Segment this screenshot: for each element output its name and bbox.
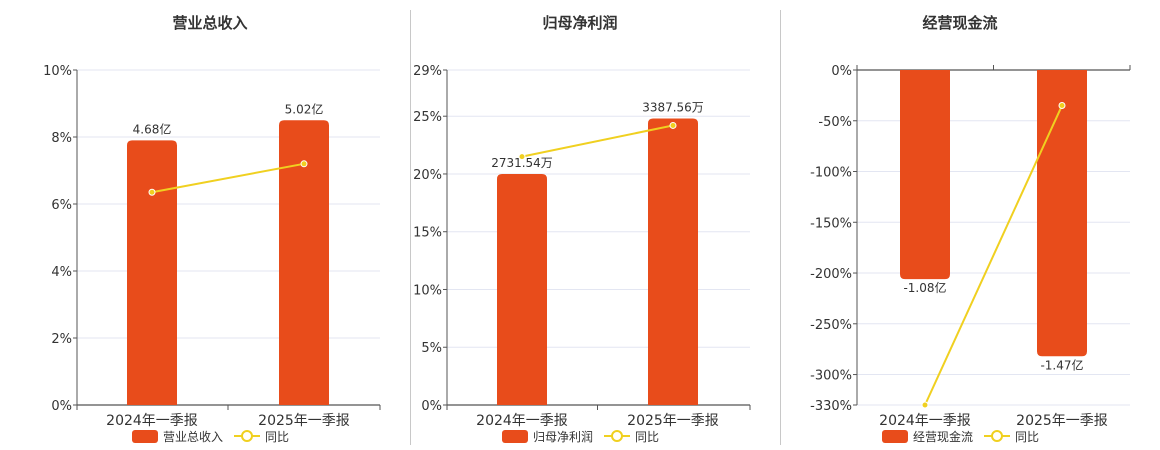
bar-data-label: 5.02亿 (285, 101, 324, 116)
y-tick-label: -100% (810, 166, 852, 181)
y-tick-label: 8% (51, 131, 72, 146)
y-tick-label: -150% (810, 216, 852, 231)
y-tick-label: -330% (810, 399, 852, 414)
y-tick-label: 4% (51, 265, 72, 280)
yoy-line (151, 162, 305, 194)
y-tick-label: 0% (831, 64, 852, 79)
panel-divider (780, 10, 781, 445)
x-category-label: 2025年一季报 (627, 413, 719, 429)
yoy-point (148, 188, 156, 196)
bar-data-label: 3387.56万 (642, 101, 704, 115)
legend-line-marker (611, 430, 623, 442)
legend-line-marker (241, 430, 253, 442)
chart-title: 营业总收入 (172, 14, 247, 32)
bar (279, 120, 329, 405)
x-category-label: 2025年一季报 (1016, 413, 1108, 429)
y-tick-label: 29% (413, 64, 442, 79)
legend-bar-label: 归母净利润 (533, 430, 593, 444)
y-tick-label: 15% (413, 226, 442, 241)
bar-data-label: 2731.54万 (491, 156, 553, 170)
y-tick-label: 2% (51, 332, 72, 347)
yoy-point (921, 401, 929, 409)
bar (900, 70, 950, 280)
bar-data-label: 4.68亿 (133, 121, 172, 136)
bar (648, 118, 698, 405)
y-tick-label: 25% (413, 110, 442, 125)
y-tick-label: 10% (413, 283, 442, 298)
legend-bar-label: 经营现金流 (913, 429, 973, 444)
y-tick-label: 0% (421, 399, 442, 414)
legend-line-label: 同比 (265, 430, 289, 444)
bar-data-label: -1.47亿 (1040, 357, 1083, 372)
legend-line-label: 同比 (1015, 430, 1039, 444)
chart-title: 经营现金流 (922, 14, 997, 32)
y-tick-label: -250% (810, 318, 852, 333)
legend-bar-swatch (502, 430, 528, 443)
legend-bar-swatch (882, 430, 908, 443)
bar (1037, 70, 1087, 357)
yoy-line (521, 124, 674, 158)
legend-line-label: 同比 (635, 430, 659, 444)
legend-line-marker (991, 430, 1003, 442)
y-tick-label: -200% (810, 267, 852, 282)
yoy-point (1058, 102, 1066, 110)
bar-data-label: -1.08亿 (903, 280, 946, 295)
x-category-label: 2025年一季报 (258, 413, 350, 429)
y-tick-label: 6% (51, 198, 72, 213)
legend-bar-swatch (132, 430, 158, 443)
bar (497, 173, 547, 405)
y-tick-label: 10% (43, 64, 72, 79)
x-category-label: 2024年一季报 (879, 413, 971, 429)
yoy-point (669, 121, 677, 129)
yoy-point (518, 153, 526, 161)
panel-divider (410, 10, 411, 445)
y-tick-label: -50% (818, 115, 852, 130)
y-tick-label: -300% (810, 369, 852, 384)
x-category-label: 2024年一季报 (476, 413, 568, 429)
legend-bar-label: 营业总收入 (163, 430, 223, 444)
x-category-label: 2024年一季报 (106, 413, 198, 429)
bar (127, 140, 177, 405)
y-tick-label: 20% (413, 168, 442, 183)
yoy-line (924, 105, 1063, 406)
y-tick-label: 5% (421, 341, 442, 356)
y-tick-label: 0% (51, 399, 72, 414)
chart-title: 归母净利润 (542, 14, 617, 32)
yoy-point (300, 160, 308, 168)
